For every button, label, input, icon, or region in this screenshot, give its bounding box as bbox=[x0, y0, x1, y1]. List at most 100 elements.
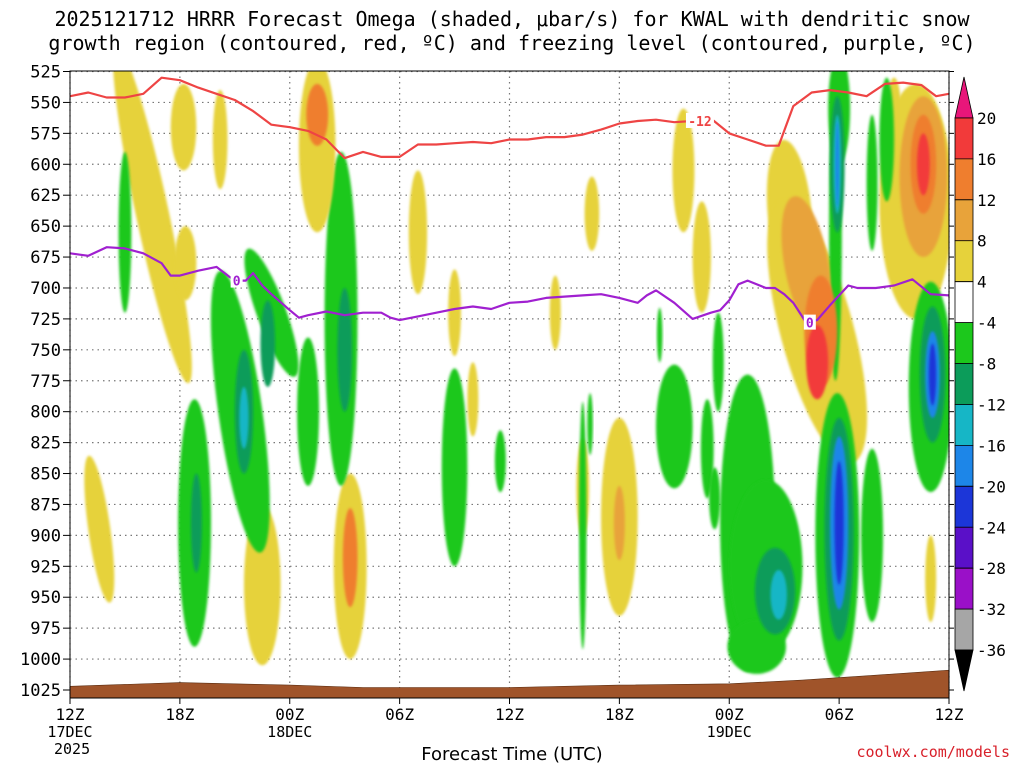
x-tick-label: 06Z bbox=[385, 705, 414, 724]
omega-region bbox=[770, 570, 787, 620]
omega-shading bbox=[84, 71, 949, 678]
y-tick-label: 950 bbox=[30, 588, 61, 608]
colorbar-label: -24 bbox=[977, 518, 1006, 537]
omega-region bbox=[700, 399, 714, 499]
colorbar-segment bbox=[954, 567, 974, 610]
x-tick-date: 18DEC bbox=[267, 723, 312, 741]
y-tick-label: 1000 bbox=[20, 650, 61, 670]
contour-label: 0 bbox=[806, 317, 814, 332]
colorbar-label: -8 bbox=[977, 355, 996, 374]
x-tick-label: 12Z bbox=[935, 705, 964, 724]
omega-region bbox=[587, 393, 593, 455]
x-tick-date: 19DEC bbox=[707, 723, 752, 741]
colorbar-segment bbox=[954, 322, 974, 364]
colorbar-segment bbox=[954, 608, 974, 651]
colorbar-label: -32 bbox=[977, 600, 1006, 619]
terrain bbox=[70, 669, 949, 698]
x-tick-date: 17DEC bbox=[47, 723, 92, 741]
y-tick-label: 1025 bbox=[20, 681, 61, 701]
contour-label-bg bbox=[685, 112, 714, 128]
colorbar-label: -28 bbox=[977, 559, 1006, 578]
omega-region bbox=[549, 275, 561, 350]
omega-region bbox=[342, 508, 358, 608]
omega-region bbox=[879, 77, 895, 202]
chart-title-line2: growth region (contoured, red, ºC) and f… bbox=[48, 31, 976, 55]
dgz-contour-line bbox=[70, 76, 949, 160]
terrain-surface bbox=[70, 669, 949, 698]
colorbar-label: -12 bbox=[977, 395, 1006, 414]
contour-label-bg bbox=[230, 272, 243, 288]
y-axis: 525 550 575 600 625 650 675 700 725 750 775 800 825 8… bbox=[20, 63, 954, 701]
colorbar-segment bbox=[954, 404, 974, 446]
omega-region bbox=[467, 362, 479, 437]
contours: -12 0 0 bbox=[70, 76, 949, 332]
credit-link[interactable]: coolwx.com/models bbox=[856, 743, 1010, 761]
colorbar-segment bbox=[954, 240, 974, 283]
colorbar-segment bbox=[954, 76, 974, 119]
x-tick-label: 12Z bbox=[56, 705, 85, 724]
omega-region bbox=[170, 83, 197, 171]
omega-region bbox=[448, 269, 461, 357]
colorbar-label: -4 bbox=[977, 314, 996, 333]
omega-region bbox=[408, 170, 428, 295]
omega-region bbox=[337, 287, 353, 412]
omega-region bbox=[656, 364, 693, 489]
x-tick-label: 12Z bbox=[495, 705, 524, 724]
colorbar-label: 8 bbox=[977, 232, 987, 251]
omega-region bbox=[866, 114, 878, 251]
y-tick-label: 825 bbox=[30, 434, 61, 454]
x-tick-label: 06Z bbox=[825, 705, 854, 724]
omega-region bbox=[297, 337, 320, 486]
omega-region bbox=[84, 455, 115, 603]
colorbar: 20 16 12 8 4 -4 -8 -12 -16 -20 -24 -28 -32 -36 bbox=[954, 76, 1006, 692]
omega-region bbox=[306, 83, 329, 146]
omega-region bbox=[672, 108, 695, 233]
omega-region bbox=[928, 343, 937, 406]
colorbar-label: 20 bbox=[977, 109, 996, 128]
omega-region bbox=[494, 430, 506, 493]
omega-region bbox=[861, 448, 884, 622]
colorbar-label: 4 bbox=[977, 273, 987, 292]
colorbar-label: -16 bbox=[977, 436, 1006, 455]
y-tick-label: 925 bbox=[30, 557, 61, 577]
y-tick-label: 525 bbox=[30, 63, 61, 83]
omega-region bbox=[190, 473, 202, 573]
omega-region bbox=[712, 312, 724, 412]
colorbar-label: 12 bbox=[977, 191, 996, 210]
colorbar-segment bbox=[954, 649, 974, 692]
omega-region bbox=[260, 300, 276, 387]
omega-region bbox=[692, 201, 711, 313]
omega-region bbox=[835, 120, 840, 208]
y-tick-label: 575 bbox=[30, 124, 61, 144]
omega-region bbox=[834, 461, 844, 585]
y-tick-label: 850 bbox=[30, 465, 61, 485]
x-tick-label: 00Z bbox=[275, 705, 304, 724]
y-tick-label: 550 bbox=[30, 93, 61, 113]
y-tick-label: 975 bbox=[30, 619, 61, 639]
contour-label-bg bbox=[803, 314, 816, 330]
omega-region bbox=[118, 151, 132, 313]
year-label: 2025 bbox=[54, 740, 91, 758]
colorbar-label: -36 bbox=[977, 641, 1006, 660]
y-tick-label: 650 bbox=[30, 217, 61, 237]
chart-title-line1: 2025121712 HRRR Forecast Omega (shaded, … bbox=[54, 7, 970, 31]
y-tick-label: 800 bbox=[30, 403, 61, 423]
colorbar-segment bbox=[954, 281, 974, 323]
y-tick-label: 675 bbox=[30, 248, 61, 268]
omega-region bbox=[441, 368, 468, 567]
y-tick-label: 725 bbox=[30, 310, 61, 330]
contour-label: -12 bbox=[688, 115, 711, 130]
x-axis-label: Forecast Time (UTC) bbox=[421, 744, 603, 765]
omega-region bbox=[174, 226, 197, 301]
omega-region bbox=[613, 485, 625, 561]
contour-label: 0 bbox=[233, 275, 241, 290]
y-tick-label: 700 bbox=[30, 279, 61, 299]
omega-region bbox=[806, 325, 829, 400]
colorbar-label: -20 bbox=[977, 477, 1006, 496]
omega-region bbox=[112, 71, 192, 384]
x-tick-label: 00Z bbox=[715, 705, 744, 724]
colorbar-segment bbox=[954, 526, 974, 569]
y-tick-label: 875 bbox=[30, 495, 61, 515]
omega-region bbox=[925, 535, 937, 622]
